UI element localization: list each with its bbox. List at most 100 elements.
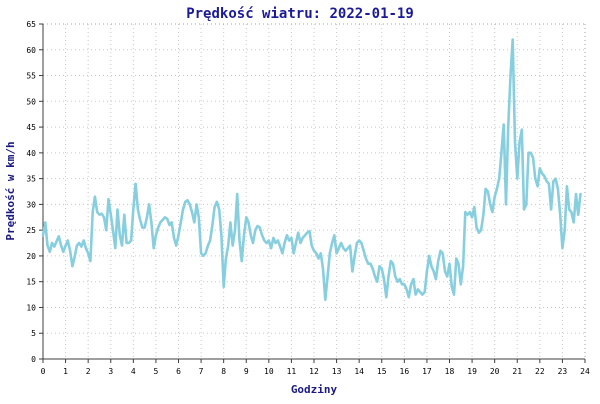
wind-speed-point: [238, 239, 241, 242]
wind-speed-point: [200, 252, 202, 255]
wind-speed-point: [168, 224, 171, 226]
wind-speed-point: [189, 203, 191, 206]
wind-speed-point: [229, 221, 232, 224]
wind-speed-point: [566, 185, 568, 188]
wind-speed-point: [410, 283, 412, 286]
wind-speed-point: [475, 226, 478, 229]
wind-speed-point: [87, 252, 89, 255]
x-tick-label: 22: [535, 367, 545, 376]
x-tick-label: 12: [309, 367, 319, 376]
wind-speed-point: [349, 244, 351, 247]
wind-speed-point: [161, 219, 164, 221]
wind-speed-point: [213, 206, 216, 208]
wind-speed-point: [405, 288, 408, 291]
wind-speed-point: [202, 255, 205, 257]
wind-speed-point: [367, 262, 370, 265]
wind-speed-point: [432, 270, 435, 273]
wind-speed-point: [73, 256, 76, 258]
wind-speed-point: [76, 244, 78, 247]
x-tick-label: 17: [422, 367, 432, 376]
wind-speed-point: [155, 234, 157, 237]
x-tick-label: 21: [512, 367, 522, 376]
x-tick-label: 3: [108, 367, 113, 376]
x-tick-label: 11: [287, 367, 297, 376]
wind-speed-point: [331, 242, 333, 244]
y-tick-label: 30: [26, 200, 36, 209]
wind-speed-point: [473, 206, 476, 208]
wind-speed-point: [272, 237, 275, 239]
y-tick-label: 35: [26, 175, 36, 184]
x-tick-label: 15: [377, 367, 387, 376]
wind-speed-point: [568, 208, 570, 211]
wind-speed-point: [218, 208, 220, 211]
wind-speed-point: [130, 239, 132, 242]
grid-layer: [43, 24, 585, 359]
wind-speed-point: [55, 240, 58, 243]
wind-speed-point: [419, 291, 421, 293]
wind-speed-point: [338, 247, 340, 249]
chart-title: Prędkość wiatru: 2022-01-19: [186, 6, 414, 22]
wind-speed-point: [509, 74, 512, 77]
x-tick-label: 18: [445, 367, 455, 376]
wind-speed-point: [423, 291, 426, 293]
wind-speed-point: [392, 262, 394, 265]
x-axis-label: Godziny: [291, 383, 338, 396]
wind-speed-point: [186, 199, 189, 202]
wind-speed-point: [518, 141, 521, 144]
wind-speed-point: [222, 286, 225, 288]
wind-speed-point: [195, 203, 198, 206]
wind-speed-point: [116, 208, 119, 211]
wind-speed-point: [64, 244, 67, 247]
x-tick-label: 19: [467, 367, 477, 376]
x-tick-label: 24: [580, 367, 590, 376]
wind-speed-point: [324, 298, 327, 301]
wind-speed-point: [383, 278, 385, 280]
wind-speed-point: [478, 231, 480, 234]
wind-speed-point: [439, 250, 442, 252]
wind-speed-point: [277, 239, 279, 242]
wind-speed-point: [552, 180, 555, 182]
wind-speed-point: [292, 252, 295, 255]
y-tick-label: 0: [31, 355, 36, 364]
wind-speed-point: [563, 229, 566, 231]
x-tick-label: 4: [131, 367, 136, 376]
wind-speed-point: [216, 201, 218, 203]
y-axis-label: Prędkość w km/h: [4, 141, 17, 240]
wind-speed-point: [42, 234, 44, 237]
wind-speed-point: [539, 167, 541, 170]
wind-speed-point: [360, 242, 363, 244]
wind-speed-point: [182, 208, 184, 211]
wind-speed-point: [579, 193, 582, 195]
wind-speed-point: [227, 244, 229, 247]
wind-speed-point: [180, 221, 182, 224]
wind-speed-point: [107, 198, 110, 200]
wind-speed-point: [353, 255, 356, 257]
wind-speed-point: [304, 234, 306, 237]
wind-speed-point: [191, 211, 193, 213]
wind-speed-point: [306, 231, 309, 234]
x-tick-label: 13: [332, 367, 342, 376]
x-tick-label: 9: [244, 367, 249, 376]
x-tick-label: 23: [558, 367, 568, 376]
wind-speed-point: [394, 275, 397, 278]
x-tick-label: 16: [400, 367, 410, 376]
wind-speed-point: [487, 190, 489, 193]
wind-speed-point: [112, 229, 114, 231]
wind-speed-point: [446, 275, 449, 278]
wind-speed-point: [462, 265, 464, 268]
wind-speed-point: [211, 224, 214, 226]
wind-speed-point: [536, 185, 539, 188]
wind-speed-point: [507, 126, 510, 128]
wind-speed-point: [412, 278, 415, 280]
wind-speed-point: [281, 252, 284, 255]
wind-speed-point: [58, 235, 60, 238]
wind-speed-point: [62, 251, 65, 253]
y-tick-label: 45: [26, 123, 36, 132]
wind-speed-point: [322, 268, 324, 270]
wind-speed-point: [545, 180, 548, 182]
wind-speed-point: [283, 242, 286, 244]
wind-speed-point: [80, 245, 83, 248]
wind-speed-point: [240, 260, 243, 262]
wind-speed-point: [437, 260, 440, 262]
